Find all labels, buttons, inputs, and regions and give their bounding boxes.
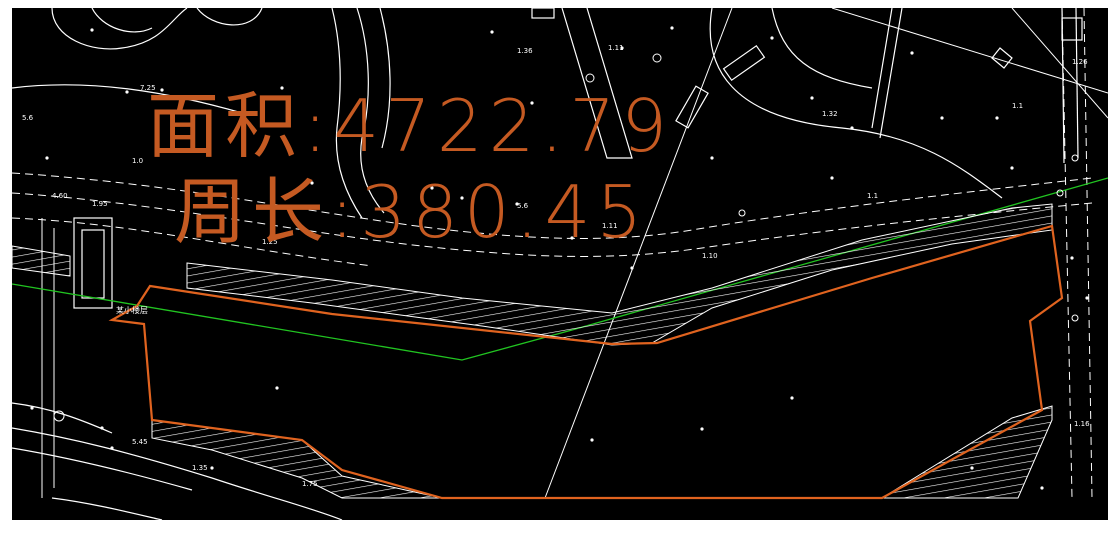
- svg-text:1.10: 1.10: [702, 252, 718, 260]
- svg-text:5.45: 5.45: [132, 438, 148, 446]
- map-symbols: [53, 53, 1079, 422]
- embankment-left-hatch: [12, 245, 71, 277]
- embankment-lower-left-hatch: [151, 419, 443, 499]
- svg-text:1.32: 1.32: [822, 110, 838, 118]
- svg-text:1.1: 1.1: [1012, 102, 1023, 110]
- svg-text:1.0: 1.0: [132, 157, 143, 165]
- perimeter-label: 周长:380.45: [174, 170, 649, 254]
- svg-text:1.35: 1.35: [192, 464, 208, 472]
- svg-text:1.11: 1.11: [608, 44, 624, 52]
- svg-text:1.1: 1.1: [867, 192, 878, 200]
- svg-text:7.25: 7.25: [140, 84, 156, 92]
- road-linework: [12, 8, 1003, 520]
- svg-text:5.6: 5.6: [22, 114, 34, 122]
- embankment-upper-hatch: [186, 203, 1053, 346]
- parcel-boundary[interactable]: [108, 224, 1064, 500]
- svg-text:1.16: 1.16: [1074, 420, 1090, 428]
- dashed-road-edges: [12, 8, 1093, 499]
- survey-points: [30, 26, 1089, 490]
- svg-text:4.60: 4.60: [52, 192, 68, 200]
- svg-text:1.95: 1.95: [92, 200, 108, 208]
- svg-text:1.26: 1.26: [1072, 58, 1088, 66]
- svg-text:1.25: 1.25: [262, 238, 278, 246]
- cad-viewport[interactable]: 7.25 1.0 5.6 4.60 1.95 1.25 5.6 1.11 1.1…: [12, 8, 1108, 520]
- svg-text:1.75: 1.75: [302, 480, 318, 488]
- svg-text:1.36: 1.36: [517, 47, 533, 55]
- map-canvas[interactable]: 7.25 1.0 5.6 4.60 1.95 1.25 5.6 1.11 1.1…: [12, 8, 1108, 520]
- survey-lines: [41, 8, 1108, 499]
- building-tag: 某小楼层: [116, 305, 148, 315]
- area-label: 面积:4722.79: [147, 84, 673, 168]
- elevation-annotations: 7.25 1.0 5.6 4.60 1.95 1.25 5.6 1.11 1.1…: [22, 44, 1090, 488]
- svg-text:1.11: 1.11: [602, 222, 618, 230]
- svg-text:5.6: 5.6: [517, 202, 529, 210]
